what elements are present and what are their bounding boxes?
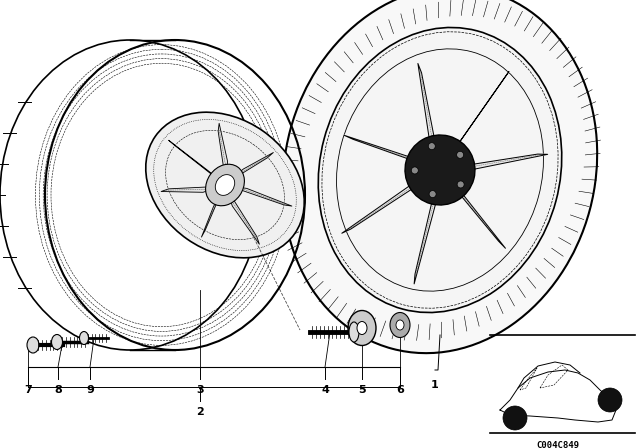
Ellipse shape [348,310,376,345]
Polygon shape [418,64,439,163]
Polygon shape [444,72,509,164]
Text: 1: 1 [431,380,439,390]
Polygon shape [227,189,259,244]
Text: 8: 8 [54,385,62,395]
Circle shape [456,151,463,158]
Text: 3: 3 [196,385,204,395]
Ellipse shape [396,320,404,330]
Ellipse shape [390,313,410,337]
Ellipse shape [215,175,235,195]
Polygon shape [342,174,435,233]
Ellipse shape [51,335,63,349]
Circle shape [457,181,464,188]
Ellipse shape [79,332,88,345]
Circle shape [598,388,622,412]
Polygon shape [169,140,222,183]
Polygon shape [230,152,273,181]
Text: 9: 9 [86,385,94,395]
Circle shape [412,167,419,174]
Text: 4: 4 [321,385,329,395]
Polygon shape [218,123,228,180]
Text: 7: 7 [24,385,32,395]
Polygon shape [161,186,220,192]
Polygon shape [229,186,292,206]
Circle shape [503,406,527,430]
Polygon shape [447,154,548,169]
Ellipse shape [318,27,562,313]
Text: 5: 5 [358,385,366,395]
Polygon shape [202,191,222,237]
Ellipse shape [349,322,359,342]
Text: 6: 6 [396,385,404,395]
Polygon shape [344,135,433,168]
Ellipse shape [283,0,597,353]
Ellipse shape [205,164,244,206]
Ellipse shape [357,322,367,335]
Circle shape [429,190,436,198]
Ellipse shape [146,112,304,258]
Ellipse shape [405,135,475,205]
Circle shape [428,142,435,150]
Polygon shape [444,176,506,248]
Ellipse shape [27,337,39,353]
Polygon shape [414,177,438,284]
Text: 2: 2 [196,407,204,417]
Text: C004C849: C004C849 [536,441,579,448]
